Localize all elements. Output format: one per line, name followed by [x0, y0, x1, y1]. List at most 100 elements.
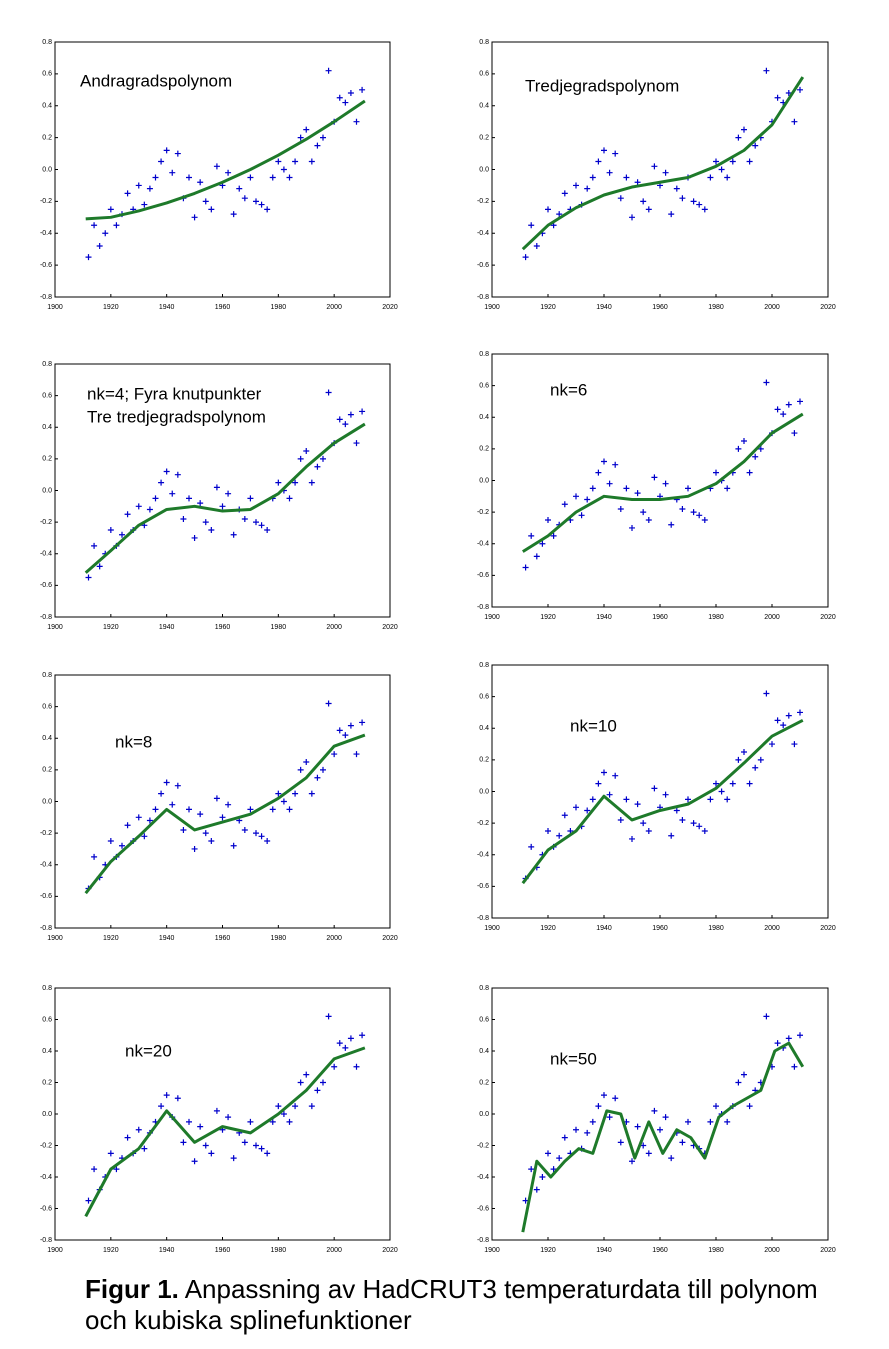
data-point — [673, 185, 680, 192]
data-point — [539, 1174, 546, 1180]
data-point — [774, 717, 781, 724]
x-tick-label: 2000 — [326, 935, 342, 942]
fit-line — [84, 422, 366, 574]
data-point — [668, 521, 675, 528]
data-point — [690, 509, 697, 516]
annotation: Andragradspolynom — [80, 71, 232, 90]
x-tick-label: 1900 — [47, 1247, 63, 1254]
data-point — [85, 574, 92, 581]
data-point — [191, 214, 198, 221]
data-point — [225, 801, 232, 808]
x-tick-label: 1980 — [708, 614, 724, 621]
data-point — [696, 823, 703, 830]
data-point — [679, 1139, 686, 1146]
data-point — [724, 485, 731, 492]
data-point — [528, 532, 535, 539]
x-tick-label: 2020 — [382, 1247, 398, 1254]
data-point — [213, 1107, 220, 1114]
data-point — [241, 195, 248, 202]
data-point — [561, 501, 568, 508]
data-point — [584, 1129, 591, 1136]
data-point — [539, 540, 546, 547]
data-point — [297, 134, 304, 141]
data-point — [169, 801, 176, 808]
data-point — [679, 195, 686, 202]
data-point — [325, 67, 332, 74]
data-point — [757, 445, 764, 452]
x-tick-label: 1960 — [215, 304, 231, 311]
data-point — [612, 150, 619, 157]
data-point — [219, 814, 226, 821]
annotation: nk=10 — [570, 716, 617, 735]
data-point — [763, 379, 770, 386]
data-point — [158, 1103, 165, 1110]
data-point — [247, 495, 254, 502]
data-point — [791, 430, 798, 437]
data-point — [584, 807, 591, 814]
data-point — [651, 474, 658, 481]
data-point — [320, 134, 326, 141]
y-tick-label: -0.4 — [477, 852, 489, 859]
data-point — [241, 1139, 248, 1146]
data-point — [522, 564, 529, 571]
y-tick-label: -0.4 — [477, 541, 489, 548]
data-point — [124, 822, 131, 829]
data-point — [163, 779, 170, 786]
data-point — [780, 722, 787, 729]
data-point — [595, 1103, 602, 1110]
data-point — [763, 67, 770, 74]
data-point — [236, 185, 243, 192]
y-tick-label: -0.4 — [477, 230, 489, 237]
data-point — [797, 1032, 803, 1039]
data-point — [533, 553, 540, 560]
annotation: Tredjegradspolynom — [525, 76, 679, 95]
x-tick-label: 2000 — [326, 1247, 342, 1254]
data-point — [152, 806, 159, 813]
data-point — [353, 751, 360, 758]
data-point — [612, 772, 619, 779]
data-point — [303, 1071, 310, 1078]
data-point — [241, 515, 248, 522]
data-point — [696, 201, 703, 208]
data-point — [545, 828, 551, 835]
y-tick-label: 0.4 — [479, 414, 489, 421]
x-tick-label: 1900 — [484, 1247, 500, 1254]
data-point — [230, 1155, 237, 1162]
x-tick-label: 1960 — [652, 1247, 668, 1254]
data-point — [253, 1142, 259, 1149]
data-point — [197, 500, 204, 507]
data-point — [696, 512, 703, 519]
data-point — [545, 517, 551, 524]
data-point — [606, 169, 613, 176]
data-point — [280, 798, 287, 805]
data-point — [556, 211, 563, 218]
data-point — [724, 1118, 731, 1125]
data-point — [545, 1150, 551, 1157]
data-point — [197, 179, 204, 186]
data-point — [314, 774, 321, 781]
data-point — [269, 174, 276, 181]
data-point — [225, 490, 232, 497]
data-point — [668, 1155, 675, 1162]
y-tick-label: 0.8 — [479, 662, 489, 669]
y-tick-label: -0.6 — [40, 1205, 52, 1212]
data-point — [135, 814, 142, 821]
data-point — [208, 1150, 215, 1157]
data-point — [617, 505, 624, 512]
y-tick-label: 0.2 — [42, 134, 52, 141]
data-point — [595, 469, 602, 476]
fit-line — [522, 412, 804, 553]
data-point — [640, 509, 647, 516]
fit-line — [84, 733, 366, 895]
data-point — [359, 408, 366, 415]
x-tick-label: 2020 — [820, 1247, 836, 1254]
data-point — [258, 833, 265, 840]
data-point — [713, 780, 719, 787]
x-tick-label: 2000 — [764, 925, 780, 932]
data-point — [107, 527, 114, 534]
data-point — [741, 1071, 747, 1078]
data-point — [275, 790, 282, 797]
y-tick-label: 0.6 — [42, 71, 52, 78]
data-point — [662, 1114, 669, 1121]
data-point — [96, 243, 103, 249]
